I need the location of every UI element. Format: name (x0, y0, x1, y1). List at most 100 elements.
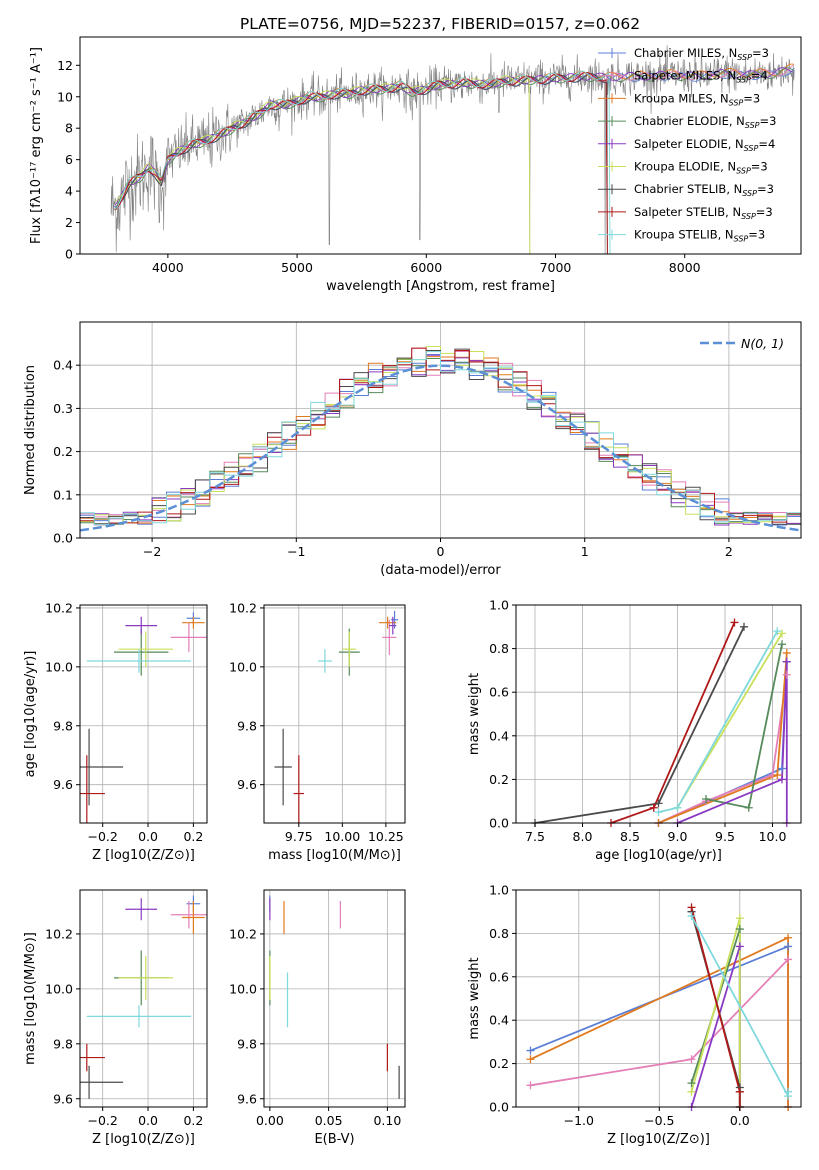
y-axis-label: Flux [fλ10⁻¹⁷ erg cm⁻² s⁻¹ A⁻¹] (29, 47, 44, 244)
weight-marker (782, 670, 791, 679)
panel-spectrum: 4000 5000 6000 7000 8000 0 2 4 6 8 10 12 wavelength … (29, 36, 802, 294)
x-tick-label: 0.0 (138, 829, 158, 844)
y-tick-label: 10.2 (45, 926, 73, 941)
x-axis-label: (data-model)/error (380, 563, 501, 578)
axes-frame (263, 889, 406, 1108)
y-tick-label: 2 (65, 215, 73, 230)
plot-area (80, 612, 207, 823)
x-tick-label: 0.05 (315, 1113, 343, 1128)
spectrum-legend: Chabrier MILES, NSSP=3 Salpeter MILES, NS… (598, 46, 776, 244)
weight-marker (740, 622, 748, 631)
y-tick-label: 0.8 (489, 641, 509, 656)
legend-entry: Kroupa STELIB, NSSP=3 (634, 228, 765, 244)
weight-marker (735, 942, 744, 951)
axes-frame (79, 889, 208, 1108)
y-tick-label: 1.0 (489, 883, 509, 898)
weight-marker (744, 803, 753, 812)
weight-marker (782, 648, 791, 657)
y-tick-label: 10 (57, 89, 73, 104)
y-tick-label: 0.8 (489, 926, 509, 941)
y-tick-label: 9.6 (237, 777, 257, 792)
legend-entry: Salpeter MILES, NSSP=4 (634, 69, 768, 85)
legend-entry: Salpeter STELIB, NSSP=3 (634, 205, 773, 221)
y-tick-label: 0.3 (53, 401, 73, 416)
x-axis-label: wavelength [Angstrom, rest frame] (326, 279, 555, 294)
y-axis-label: age [log10(age/yr)] (23, 651, 38, 778)
weight-marker (784, 942, 793, 951)
axes-frame (79, 604, 208, 824)
y-tick-label: 0 (65, 247, 73, 262)
weight-line (534, 626, 745, 823)
panel-weight_vs_age: 7.5 8.0 8.5 9.0 9.5 10.0 0.0 0.2 0.4 0.6 0.8 1.0 age… (467, 598, 802, 863)
model-spectrum-line (115, 75, 531, 254)
model-spectrum-line (116, 70, 611, 254)
gaussian-curve (80, 364, 801, 532)
y-tick-label: 0.2 (489, 772, 509, 787)
y-tick-label: 0.0 (53, 531, 73, 546)
y-axis-label: mass [log10(M/M⊙)] (23, 932, 38, 1065)
weight-marker (654, 808, 663, 817)
x-tick-label: 0.2 (183, 1113, 203, 1128)
weight-marker (673, 803, 682, 812)
weight-marker (778, 640, 786, 649)
weight-marker (730, 618, 739, 627)
legend-entry: Chabrier STELIB, NSSP=3 (634, 182, 774, 198)
weight-marker (687, 903, 696, 912)
plot-area (80, 346, 801, 532)
weight-marker (654, 799, 663, 808)
x-tick-label: 8.0 (573, 829, 593, 844)
legend-entry: Chabrier ELODIE, NSSP=3 (634, 114, 776, 130)
y-tick-label: 9.6 (53, 777, 73, 792)
x-tick-label: 10.00 (324, 829, 360, 844)
y-tick-label: 0.4 (53, 358, 73, 373)
x-tick-label: −1.0 (564, 1113, 594, 1128)
weight-line (610, 622, 736, 823)
weight-marker (773, 771, 782, 780)
y-tick-label: 0.6 (489, 969, 509, 984)
panel-residuals: −2 −1 0 1 2 0.0 0.1 0.2 0.3 0.4 (data-model)/error… (23, 321, 802, 578)
x-tick-label: −0.2 (87, 829, 117, 844)
y-tick-label: 9.6 (237, 1091, 257, 1106)
weight-marker (778, 629, 786, 638)
x-tick-label: 1 (581, 544, 589, 559)
y-tick-label: 10.2 (45, 600, 73, 615)
x-tick-label: 0.0 (138, 1113, 158, 1128)
weight-marker (784, 955, 793, 964)
weight-marker (778, 775, 786, 784)
x-tick-label: 0.2 (183, 829, 203, 844)
y-tick-label: 9.6 (53, 1091, 73, 1106)
weight-marker (735, 1087, 744, 1096)
axes-frame (515, 889, 802, 1108)
y-tick-label: 10.0 (45, 659, 73, 674)
weight-marker (735, 914, 744, 923)
x-axis-label: Z [log10(Z/Z⊙)] (92, 1132, 195, 1147)
x-tick-label: 0 (437, 544, 445, 559)
legend-entry: Salpeter ELODIE, NSSP=4 (634, 137, 775, 153)
y-tick-label: 0.4 (489, 1013, 509, 1028)
legend-entry: Chabrier MILES, NSSP=3 (634, 46, 769, 62)
plot-area (534, 622, 788, 823)
y-tick-label: 10.0 (229, 981, 257, 996)
weight-marker (687, 1079, 696, 1088)
x-tick-label: 7.5 (525, 829, 545, 844)
weight-marker (773, 627, 782, 636)
y-tick-label: 10.0 (229, 659, 257, 674)
x-axis-label: age [log10(age/yr)] (595, 848, 722, 863)
x-tick-label: 0.10 (373, 1113, 401, 1128)
y-tick-label: 9.8 (53, 1036, 73, 1051)
weight-marker (782, 657, 791, 666)
weight-marker (784, 1087, 793, 1096)
panel-mass_vs_EBV: 0.00 0.05 0.10 9.6 9.8 10.0 10.2 E(B-V) (229, 889, 406, 1147)
x-tick-label: 9.0 (668, 829, 688, 844)
panel-weight_vs_Z: −1.0 −0.5 0.0 0.0 0.2 0.4 0.6 0.8 1.0 Z [log10(Z/… (467, 883, 802, 1147)
y-tick-label: 0.0 (489, 816, 509, 831)
x-axis-label: E(B-V) (314, 1132, 354, 1147)
legend-entry: Kroupa MILES, NSSP=3 (634, 91, 760, 107)
axes-frame (79, 36, 802, 255)
weight-marker (687, 912, 696, 921)
x-tick-label: −0.5 (644, 1113, 674, 1128)
weight-marker (687, 1087, 696, 1096)
x-tick-label: 10.25 (368, 829, 404, 844)
x-axis-label: Z [log10(Z/Z⊙)] (92, 848, 195, 863)
weight-marker (526, 1055, 535, 1064)
